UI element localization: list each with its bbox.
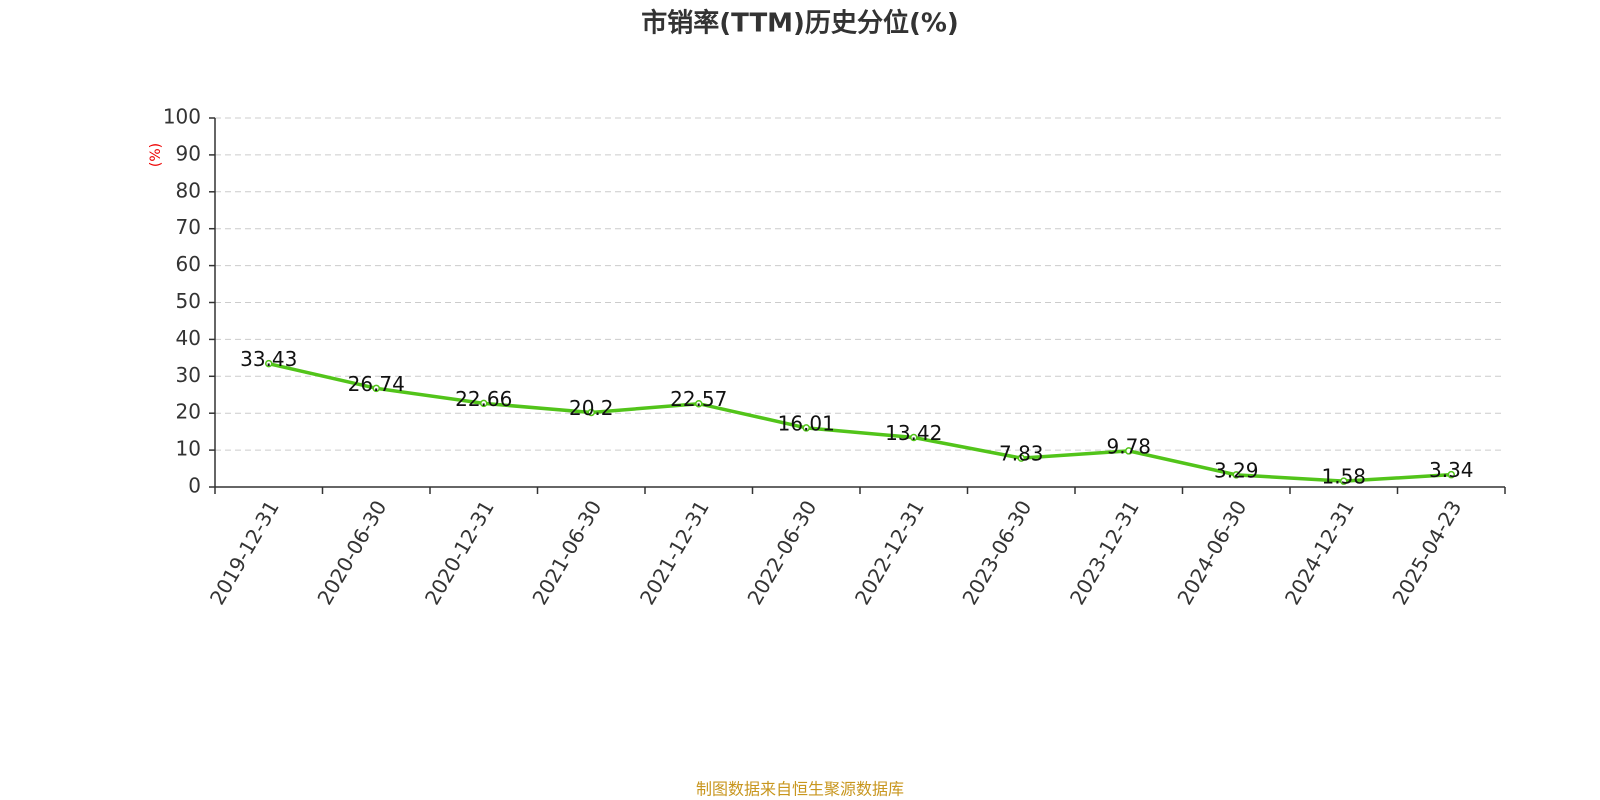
data-label: 33.43 (240, 347, 297, 371)
x-tick-label: 2020-06-30 (312, 496, 391, 609)
y-tick-label: 90 (176, 141, 201, 165)
x-tick-label: 2022-12-31 (850, 496, 929, 609)
point (587, 408, 595, 417)
x-tick-label: 2019-12-31 (205, 496, 284, 609)
y-axis-label: (%) (148, 143, 164, 167)
data-label: 9.78 (1106, 434, 1151, 458)
y-tick-label: 70 (176, 215, 201, 239)
point (265, 359, 273, 368)
y-tick-label: 0 (188, 474, 201, 498)
y-tick-label: 20 (176, 400, 201, 424)
data-label: 1.58 (1321, 465, 1366, 489)
point (480, 399, 488, 408)
point (1017, 454, 1025, 462)
data-label: 20.2 (569, 396, 614, 420)
chart-title: 市销率(TTM)历史分位(%) (641, 8, 959, 39)
x-tick-label: 2025-04-23 (1387, 496, 1466, 609)
y-tick-label: 50 (176, 289, 201, 313)
point (802, 424, 810, 432)
x-tick-label: 2024-12-31 (1280, 496, 1359, 609)
y-tick-label: 10 (176, 437, 201, 461)
x-tick-label: 2022-06-30 (742, 496, 821, 609)
y-tick-label: 40 (176, 326, 201, 350)
y-tick-label: 30 (176, 363, 201, 387)
y-tick-label: 80 (176, 178, 201, 202)
data-label: 13.42 (885, 421, 942, 445)
x-tick-label: 2021-06-30 (527, 496, 606, 609)
x-tick-label: 2020-12-31 (420, 496, 499, 609)
y-tick-label: 60 (176, 252, 201, 276)
data-label: 7.83 (999, 442, 1044, 466)
point (1340, 477, 1348, 485)
x-tick-label: 2021-12-31 (635, 496, 714, 609)
point (695, 399, 703, 408)
x-tick-label: 2023-12-31 (1065, 496, 1144, 609)
source-note: 制图数据来自恒生聚源数据库 (696, 780, 904, 799)
data-label: 22.57 (670, 387, 727, 411)
point (372, 384, 380, 393)
x-tick-label: 2024-06-30 (1172, 496, 1251, 609)
point (910, 433, 918, 442)
point (1447, 470, 1455, 479)
y-tick-label: 100 (163, 105, 201, 129)
data-label: 3.34 (1429, 458, 1474, 482)
data-label: 22.66 (455, 387, 512, 411)
point (1232, 471, 1240, 479)
data-label: 3.29 (1214, 458, 1259, 482)
data-label: 16.01 (778, 411, 835, 435)
point (1125, 447, 1133, 455)
data-label: 26.74 (348, 372, 405, 396)
line (268, 361, 1452, 483)
x-tick-label: 2023-06-30 (957, 496, 1036, 609)
